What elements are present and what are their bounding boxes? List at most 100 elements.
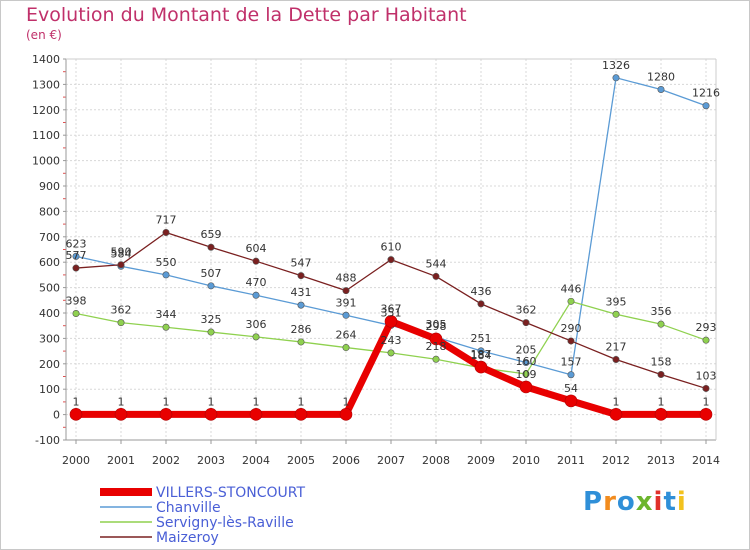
data-label: 298 <box>426 320 447 333</box>
unit-label: (en €) <box>26 28 62 42</box>
data-point <box>429 332 443 346</box>
data-point <box>477 347 485 355</box>
data-point <box>252 291 260 299</box>
data-label: 264 <box>336 329 357 342</box>
data-label: 1 <box>658 395 665 408</box>
y-tick-label: -100 <box>35 434 60 447</box>
x-tick-label: 2010 <box>512 454 540 467</box>
data-point <box>474 360 488 374</box>
data-point <box>162 271 170 279</box>
data-point <box>702 384 710 392</box>
data-label: 158 <box>651 355 672 368</box>
data-label: 590 <box>111 246 132 259</box>
x-tick-label: 2002 <box>152 454 180 467</box>
y-tick-label: 1300 <box>32 78 60 91</box>
data-point <box>612 310 620 318</box>
data-point <box>297 301 305 309</box>
data-label: 356 <box>651 305 672 318</box>
legend-label-1: Chanville <box>156 500 221 516</box>
data-point <box>522 359 530 367</box>
data-label: 293 <box>696 321 717 334</box>
data-label: 470 <box>246 276 267 289</box>
data-point <box>207 282 215 290</box>
data-label: 160 <box>516 355 537 368</box>
data-labels: 1 1 1 1 1 1 1 367 298 187 109 54 1 1 1 623 584 550 507 470 4… <box>66 59 721 409</box>
x-tick-label: 2014 <box>692 454 720 467</box>
x-tick-label: 2011 <box>557 454 585 467</box>
y-tick-label: 0 <box>53 409 60 422</box>
y-tick-label: 200 <box>39 358 60 371</box>
data-label: 54 <box>564 382 578 395</box>
data-point <box>297 272 305 280</box>
data-label: 507 <box>201 267 222 280</box>
data-point <box>519 380 533 394</box>
y-tick-label: 700 <box>39 231 60 244</box>
data-label: 251 <box>471 332 492 345</box>
data-point <box>699 408 713 421</box>
data-point <box>702 102 710 110</box>
data-label: 659 <box>201 228 222 241</box>
y-tick-label: 500 <box>39 282 60 295</box>
data-point <box>342 344 350 352</box>
x-tick-label: 2013 <box>647 454 675 467</box>
data-label: 488 <box>336 272 357 285</box>
data-point <box>297 338 305 346</box>
y-tick-label: 300 <box>39 332 60 345</box>
y-tick-label: 1100 <box>32 129 60 142</box>
data-point <box>384 315 398 328</box>
data-point <box>342 287 350 295</box>
data-label: 306 <box>246 318 267 331</box>
logo-letter: o <box>616 487 636 517</box>
data-point <box>72 264 80 272</box>
data-point <box>567 371 575 379</box>
data-label: 362 <box>111 304 132 317</box>
data-point <box>342 311 350 319</box>
legend-label-0: VILLERS-STONCOURT <box>156 485 305 501</box>
data-point <box>162 323 170 331</box>
data-point <box>204 408 218 421</box>
data-point <box>249 408 263 421</box>
data-label: 623 <box>66 237 87 250</box>
data-label: 205 <box>516 344 537 357</box>
y-tick-label: 800 <box>39 205 60 218</box>
data-label: 1 <box>298 395 305 408</box>
data-label: 1 <box>613 395 620 408</box>
data-label: 577 <box>66 249 87 262</box>
data-label: 446 <box>561 282 582 295</box>
x-tick-label: 2004 <box>242 454 270 467</box>
data-label: 1 <box>343 395 350 408</box>
data-label: 1 <box>253 395 260 408</box>
x-tick-label: 2006 <box>332 454 360 467</box>
x-tick-label: 2005 <box>287 454 315 467</box>
data-point <box>162 228 170 236</box>
data-point <box>432 355 440 363</box>
logo-letter: t <box>663 487 677 517</box>
y-tick-label: 1400 <box>32 53 60 66</box>
data-label: 290 <box>561 322 582 335</box>
data-point <box>609 408 623 421</box>
data-label: 217 <box>606 340 627 353</box>
data-point <box>657 85 665 93</box>
logo-letter: x <box>635 487 654 517</box>
data-label: 218 <box>426 340 447 353</box>
data-point <box>339 408 353 421</box>
data-label: 286 <box>291 323 312 336</box>
x-tick-label: 2003 <box>197 454 225 467</box>
logo-letter: i <box>676 487 687 517</box>
data-point <box>702 336 710 344</box>
axes: -100 0 100 200 300 400 500 600 700 800 900 1000 1100… <box>32 53 720 467</box>
data-label: 1 <box>208 395 215 408</box>
data-point <box>522 370 530 378</box>
data-label: 1 <box>73 395 80 408</box>
data-point <box>387 349 395 357</box>
data-label: 351 <box>381 306 402 319</box>
data-point <box>567 297 575 305</box>
data-point <box>522 319 530 327</box>
data-label: 103 <box>696 369 717 382</box>
data-label: 391 <box>336 296 357 309</box>
data-label: 610 <box>381 241 402 254</box>
data-point <box>72 252 80 260</box>
data-label: 1 <box>703 395 710 408</box>
legend-label-2: Servigny-lès-Raville <box>156 515 294 531</box>
data-label: 1216 <box>692 87 720 100</box>
